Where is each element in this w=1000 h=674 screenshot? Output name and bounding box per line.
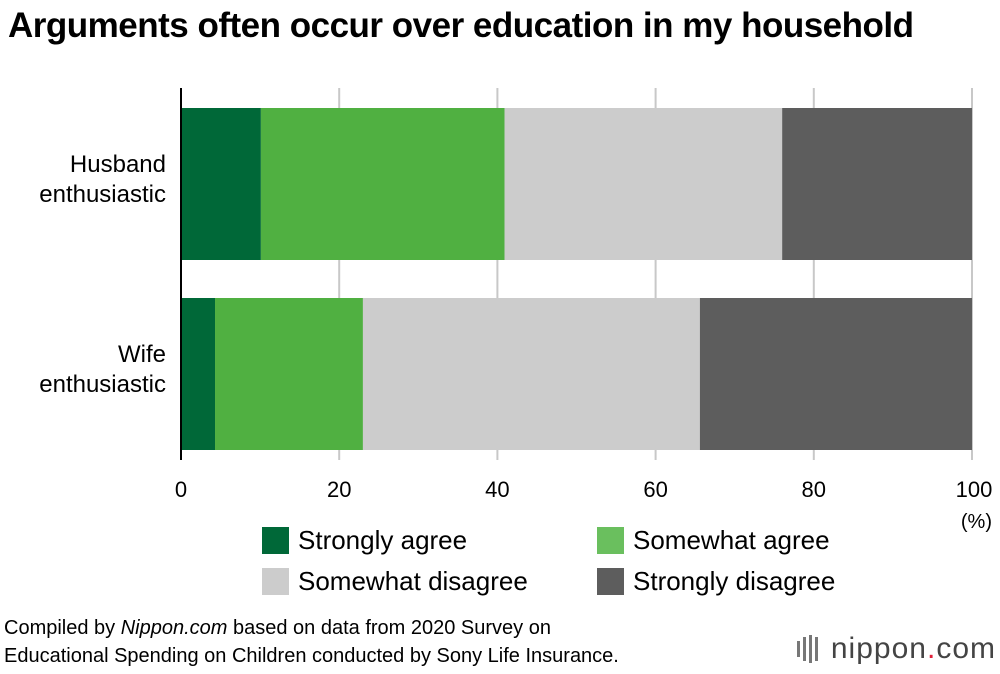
legend-label: Somewhat disagree — [298, 566, 528, 596]
bar-segment — [260, 108, 505, 260]
bar-segment — [782, 108, 972, 260]
legend-item-strongly-agree: Strongly agree — [262, 525, 467, 556]
category-label-wife: Wife enthusiastic — [39, 341, 166, 398]
x-tick-label: 20 — [327, 477, 351, 502]
legend: Strongly agree Somewhat agree Somewhat d… — [262, 525, 962, 605]
bar-segment — [215, 298, 363, 450]
chart-title: Arguments often occur over education in … — [8, 6, 914, 45]
x-tick-labels: 0 20 40 60 80 100 — [175, 477, 992, 502]
legend-swatch — [262, 527, 289, 554]
category-label-husband: Husband enthusiastic — [39, 151, 166, 208]
nippon-logo: nippon.com — [796, 629, 996, 669]
logo-bars-icon — [796, 635, 818, 663]
legend-swatch — [597, 568, 624, 595]
bar-segment — [699, 298, 972, 450]
legend-item-somewhat-disagree: Somewhat disagree — [262, 566, 528, 597]
legend-label: Strongly agree — [298, 525, 468, 555]
logo-wordmark: nippon.com — [830, 632, 996, 665]
legend-item-strongly-disagree: Strongly disagree — [597, 566, 835, 597]
bar-segments — [181, 108, 972, 450]
bar-segment — [181, 108, 261, 260]
bar-segment — [181, 298, 216, 450]
x-tick-label: 40 — [485, 477, 509, 502]
x-tick-label: 0 — [175, 477, 187, 502]
publisher-name: Nippon.com — [120, 617, 228, 639]
unit-label: (%) — [960, 511, 992, 533]
legend-label: Somewhat agree — [633, 525, 830, 555]
legend-swatch — [597, 527, 624, 554]
bar-segment — [362, 298, 700, 450]
legend-item-somewhat-agree: Somewhat agree — [597, 525, 830, 556]
legend-swatch — [262, 568, 289, 595]
source-note: Compiled by Nippon.com based on data fro… — [4, 617, 619, 667]
x-tick-label: 60 — [643, 477, 667, 502]
bar-segment — [504, 108, 783, 260]
legend-label: Strongly disagree — [633, 566, 836, 596]
x-tick-label: 100 — [956, 477, 993, 502]
x-tick-label: 80 — [802, 477, 826, 502]
